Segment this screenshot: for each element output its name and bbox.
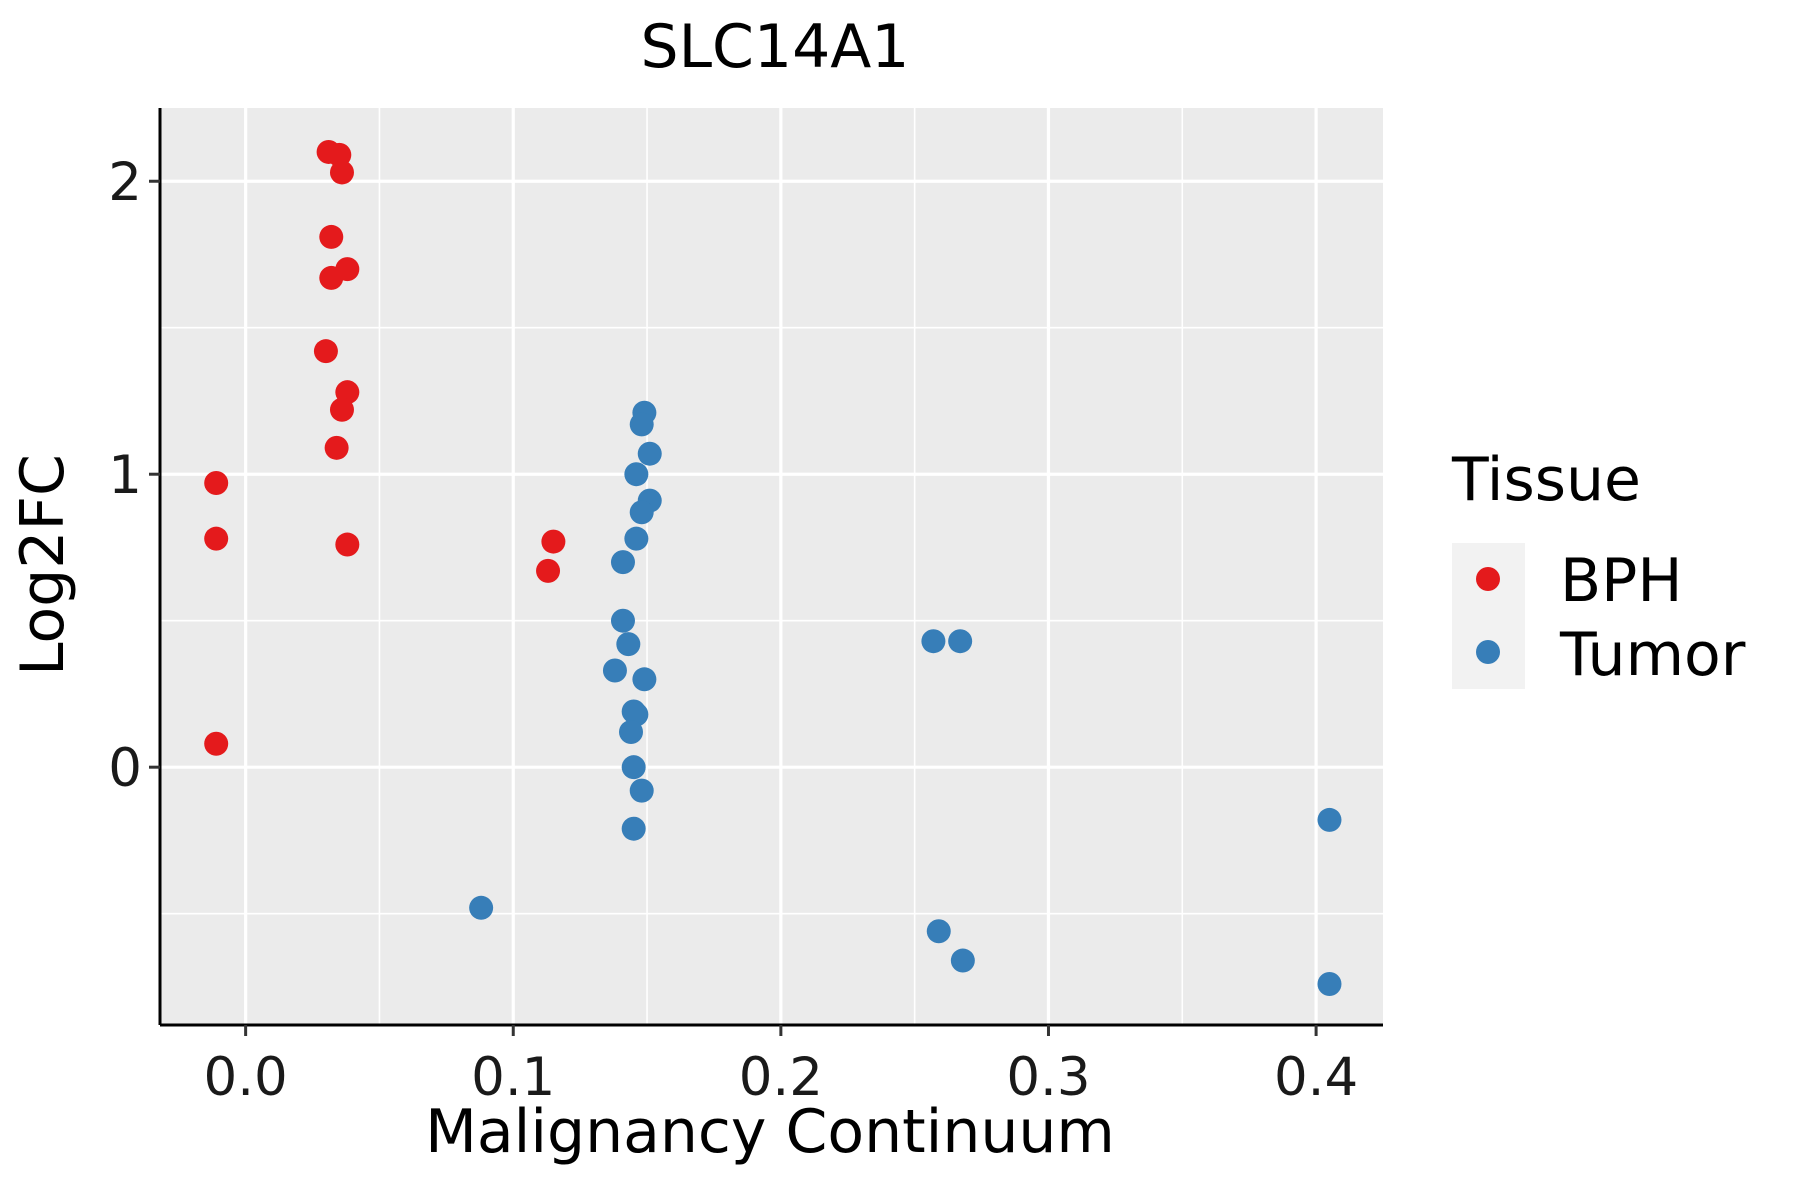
point-tumor <box>921 629 946 654</box>
x-tick-label: 0.2 <box>739 1047 823 1108</box>
point-bph <box>327 142 352 167</box>
point-tumor <box>1317 807 1342 832</box>
point-tumor <box>629 778 654 803</box>
major-gridlines <box>160 108 1383 1025</box>
y-tick-label: 2 <box>108 152 142 213</box>
y-axis-title: Log2FC <box>8 454 78 676</box>
point-tumor <box>950 948 975 973</box>
x-axis-title: Malignancy Continuum <box>425 1097 1115 1167</box>
minor-gridlines <box>160 108 1383 1025</box>
point-tumor <box>624 462 649 487</box>
legend: Tissue BPH Tumor <box>1451 445 1746 690</box>
point-tumor <box>610 550 635 575</box>
y-tick-label: 1 <box>108 445 142 506</box>
point-bph <box>324 435 349 460</box>
point-tumor <box>621 755 646 780</box>
point-tumor <box>926 919 951 944</box>
plot-panel <box>160 108 1383 1025</box>
point-bph <box>541 529 566 554</box>
point-tumor <box>632 667 657 692</box>
point-tumor <box>1317 971 1342 996</box>
point-tumor <box>629 500 654 525</box>
legend-label-tumor: Tumor <box>1559 620 1746 690</box>
point-tumor <box>624 526 649 551</box>
point-bph <box>335 532 360 557</box>
legend-key-bph <box>1476 567 1500 591</box>
x-tick-label: 0.3 <box>1006 1047 1090 1108</box>
point-tumor <box>619 720 644 745</box>
chart-title: SLC14A1 <box>641 12 910 82</box>
point-bph <box>319 224 344 249</box>
data-points <box>204 139 1342 996</box>
point-tumor <box>637 441 662 466</box>
point-tumor <box>610 608 635 633</box>
point-bph <box>536 558 561 583</box>
x-tick-label: 0.4 <box>1274 1047 1358 1108</box>
point-bph <box>313 339 338 364</box>
point-bph <box>329 160 354 185</box>
x-tick-label: 0.0 <box>203 1047 287 1108</box>
point-bph <box>329 397 354 422</box>
legend-key-background <box>1452 543 1525 689</box>
point-tumor <box>948 629 973 654</box>
y-axis-ticks: 0 1 2 <box>108 152 160 799</box>
point-bph <box>319 265 344 290</box>
legend-label-bph: BPH <box>1560 546 1682 616</box>
point-bph <box>204 731 229 756</box>
legend-title: Tissue <box>1451 445 1641 515</box>
legend-key-tumor <box>1476 640 1500 664</box>
point-bph <box>204 526 229 551</box>
point-tumor <box>629 412 654 437</box>
y-tick-label: 0 <box>108 738 142 799</box>
point-tumor <box>469 895 494 920</box>
point-bph <box>204 471 229 496</box>
x-tick-label: 0.1 <box>471 1047 555 1108</box>
x-axis-ticks: 0.0 0.1 0.2 0.3 0.4 <box>203 1025 1358 1108</box>
point-tumor <box>602 658 627 683</box>
point-tumor <box>621 816 646 841</box>
point-tumor <box>616 632 641 657</box>
